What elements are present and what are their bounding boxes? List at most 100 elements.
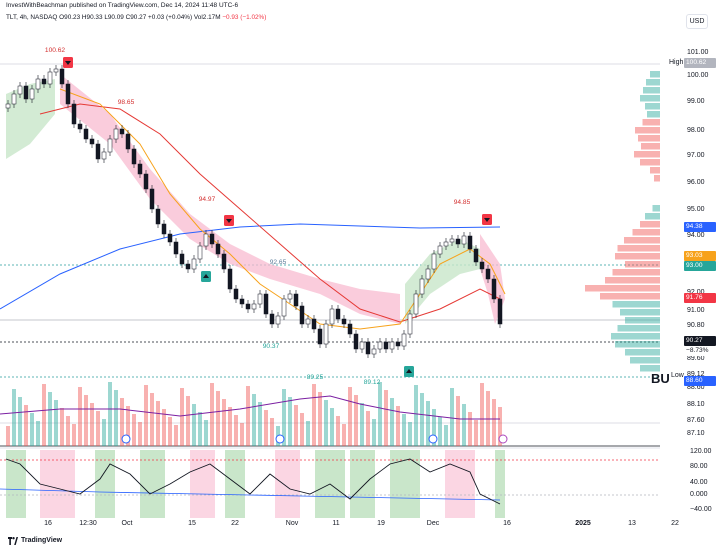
candle-body [221, 253, 227, 270]
candle-body [95, 143, 101, 160]
candle-body [467, 235, 473, 250]
volume-profile-bar [617, 325, 660, 332]
candle-body [479, 261, 485, 270]
price-axis-label: 88.10 [687, 401, 705, 408]
candle-body [143, 173, 149, 190]
volume-bar [36, 421, 40, 446]
low-label: Low [671, 372, 684, 379]
volume-bar [198, 412, 202, 446]
currency-button[interactable]: USD [686, 14, 708, 29]
sell-signal-icon[interactable] [482, 214, 492, 225]
volume-bar [294, 405, 298, 446]
lightning-event-icon[interactable] [498, 434, 508, 444]
dividend-event-icon[interactable] [275, 434, 285, 444]
buy-signal-icon[interactable] [404, 366, 414, 377]
candle-body [305, 318, 311, 325]
sell-signal-icon[interactable] [224, 215, 234, 226]
price-mark-label: 100.62 [45, 47, 66, 54]
price-axis[interactable]: 101.00 100.00 99.00 98.00 97.00 96.00 95.00 94.… [660, 24, 720, 520]
candle-body [419, 278, 425, 295]
footer: TradingView [0, 532, 720, 550]
volume-bar [288, 397, 292, 446]
volume-bar [420, 393, 424, 446]
time-axis-label: Oct [121, 520, 133, 527]
volume-bar [84, 395, 88, 446]
dividend-event-icon[interactable] [121, 434, 131, 444]
volume-profile-bar [654, 175, 660, 182]
volume-bar [498, 407, 502, 446]
cloud-bullish [405, 239, 480, 324]
dividend-event-icon[interactable] [428, 434, 438, 444]
volume-profile-bar [600, 293, 660, 300]
price-axis-label: 90.80 [687, 322, 705, 329]
candle-body [257, 293, 263, 305]
volume-bar [264, 410, 268, 446]
price-tag: 93.00 [684, 261, 716, 271]
volume-profile-bar [650, 167, 660, 174]
footer-brand: TradingView [21, 537, 63, 544]
volume-bar [426, 401, 430, 446]
candle-body [167, 233, 173, 243]
oscillator-axis-label: 0.000 [690, 491, 708, 498]
volume-bar [348, 387, 352, 446]
volume-bar [108, 382, 112, 446]
volume-profile-bar [647, 111, 660, 118]
volume-profile-bar [620, 309, 660, 316]
volume-bar [30, 413, 34, 446]
volume-bar [372, 419, 376, 446]
candle-body [371, 348, 377, 355]
volume-bar [228, 407, 232, 446]
candle-body [245, 303, 251, 310]
time-axis[interactable]: 16 12:30 Oct 15 22 Nov 11 19 Dec 16 2025 13 22 [0, 520, 679, 532]
oscillator-axis-label: 80.00 [690, 463, 708, 470]
volume-profile-bar [617, 245, 660, 252]
price-mark-label: 90.37 [263, 343, 280, 350]
volume-profile-bar [640, 221, 660, 228]
oscillator-line [5, 458, 501, 505]
candle-body [413, 293, 419, 315]
volume-profile-bar [640, 159, 660, 166]
volume-bar [396, 406, 400, 446]
volume-bar [252, 394, 256, 446]
candle-body [449, 238, 455, 243]
candle-body [173, 241, 179, 255]
candle-body [365, 341, 371, 355]
oscillator-zone [40, 450, 75, 518]
volume-bar [144, 385, 148, 446]
candle-body [395, 341, 401, 347]
price-mark-label: 89.12 [364, 379, 381, 386]
buy-signal-icon[interactable] [201, 271, 211, 282]
oscillator-axis-label: 120.00 [690, 448, 712, 455]
candle-body [251, 303, 257, 310]
candle-body [5, 103, 11, 109]
candle-body [23, 85, 29, 100]
volume-profile-bar [641, 143, 660, 150]
volume-profile-bar [638, 135, 660, 142]
oscillator-axis-label: −40.00 [690, 506, 712, 513]
symbol-info-line: TLT, 4h, NASDAQ O90.23 H90.33 L90.09 C90… [0, 12, 660, 24]
volume-bar [114, 390, 118, 446]
volume-bar [138, 422, 142, 446]
volume-bar [378, 382, 382, 446]
volume-bar [450, 388, 454, 446]
candle-body [407, 313, 413, 335]
volume-profile-bar [612, 269, 660, 276]
sell-signal-icon[interactable] [63, 57, 73, 68]
time-axis-label: 16 [44, 520, 52, 527]
volume-profile-bar [585, 285, 660, 292]
volume-profile-bar [632, 229, 660, 236]
volume-bar [12, 389, 16, 446]
volume-bar [156, 401, 160, 446]
change-value: +0.03 (+0.04%) [148, 14, 193, 21]
volume-profile-bar [650, 71, 660, 78]
volume-value: Vol2.17M [193, 14, 221, 21]
oscillator-axis-label: 40.00 [690, 479, 708, 486]
volume-profile-bar [634, 151, 660, 158]
volume-profile-bar [625, 349, 660, 356]
candle-body [311, 318, 317, 330]
cloud-bullish [6, 79, 55, 159]
volume-bar [390, 398, 394, 446]
chart-pane[interactable]: 100.62 98.65 94.97 92.65 90.37 89.25 89.12 94.8… [0, 24, 660, 520]
candle-body [137, 163, 143, 175]
price-tag: 94.38 [684, 222, 716, 232]
